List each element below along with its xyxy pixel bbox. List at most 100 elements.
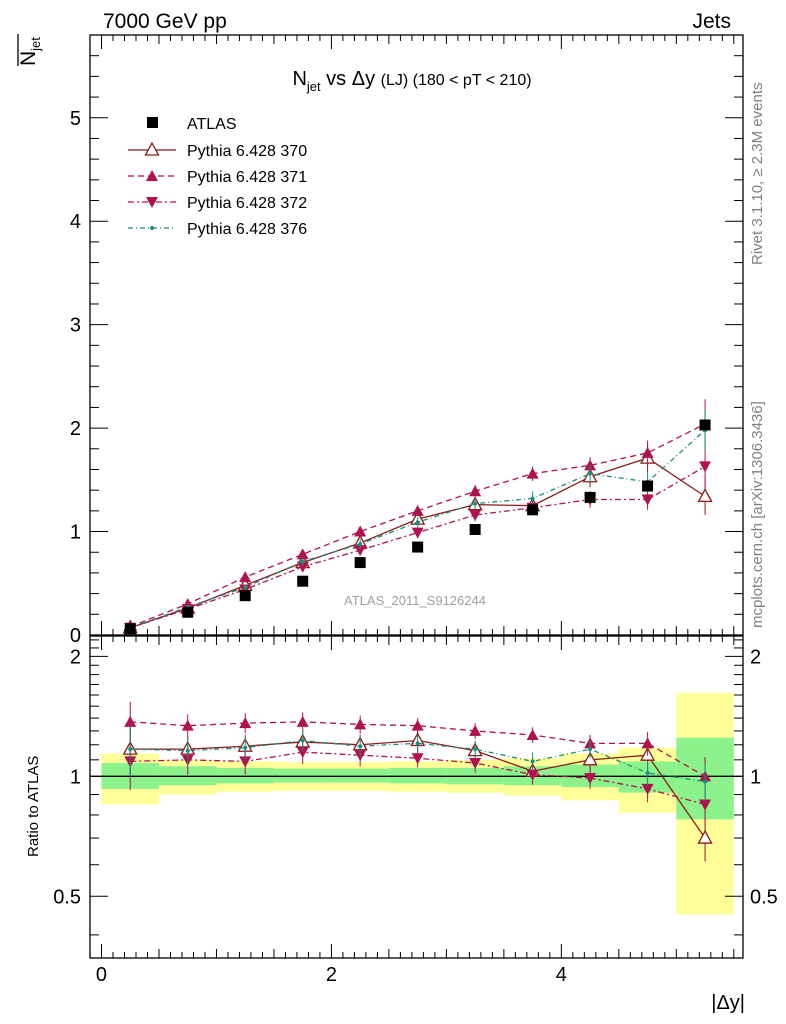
legend-marker-atlas [147, 117, 158, 128]
legend-item-370: Pythia 6.428 370 [128, 141, 307, 160]
series-point-ratio-2-8 [584, 773, 597, 785]
series-point-ratio-1-6 [469, 724, 482, 736]
ratio-tick-label-right-2: 2 [750, 646, 761, 668]
series-point-main-2-9 [641, 494, 654, 506]
series-point-main-1-9 [641, 446, 654, 458]
data-point-1 [182, 606, 194, 618]
ratio-band-green-2 [216, 767, 274, 784]
series-point-main-1-6 [469, 485, 482, 497]
y-axis-label-sub: jet [28, 37, 43, 52]
series-point-ratio-1-0 [124, 715, 137, 727]
data-point-2 [239, 590, 251, 602]
legend-marker-376 [150, 226, 154, 230]
series-point-main-2-10 [699, 461, 712, 473]
series-point-main-1-4 [354, 525, 367, 537]
legend-label-376: Pythia 6.428 376 [187, 221, 307, 238]
svg-text:Njet: Njet [17, 37, 43, 66]
watermark: ATLAS_2011_S9126244 [344, 593, 486, 608]
legend-label-atlas: ATLAS [187, 116, 237, 133]
series-point-main-1-7 [526, 467, 539, 479]
series-point-ratio-3-2 [243, 745, 248, 750]
ratio-tick-label-left-1: 1 [70, 766, 81, 788]
y-tick-label-4: 4 [70, 211, 81, 233]
x-axis-label: |Δy| [711, 992, 745, 1014]
series-point-ratio-0-8 [582, 751, 598, 766]
series-point-main-0-10 [697, 488, 713, 503]
series-point-main-3-5 [415, 520, 420, 525]
ratio-band-green-3 [273, 768, 332, 783]
x-tick-label-2: 4 [556, 964, 567, 986]
data-point-9 [642, 480, 654, 492]
series-point-ratio-2-2 [239, 756, 252, 768]
rivet-label: Rivet 3.1.10, ≥ 2.3M events [749, 83, 766, 266]
series-point-ratio-3-3 [300, 738, 305, 743]
legend-label-372: Pythia 6.428 372 [187, 195, 307, 212]
legend-marker-372 [146, 197, 158, 208]
x-tick-label-0: 0 [96, 964, 107, 986]
series-point-ratio-1-4 [354, 718, 367, 730]
data-point-7 [527, 504, 539, 516]
series-line-ratio-1 [130, 721, 706, 777]
series-point-ratio-2-3 [296, 747, 309, 759]
y-tick-label-0: 0 [70, 625, 81, 647]
series-line-main-3 [130, 429, 706, 629]
data-point-0 [124, 623, 136, 635]
y-axis-label: Njet [17, 34, 43, 66]
series-point-ratio-1-9 [641, 737, 654, 749]
series-point-main-3-7 [530, 496, 535, 501]
series-point-main-3-6 [473, 501, 478, 506]
main-frame [89, 34, 744, 636]
series-point-ratio-3-0 [128, 747, 133, 752]
ratio-tick-label-left-2: 2 [70, 646, 81, 668]
legend-label-371: Pythia 6.428 371 [187, 169, 307, 186]
series-point-ratio-2-9 [641, 783, 654, 795]
series-line-ratio-2 [130, 751, 706, 806]
series-point-main-2-4 [354, 545, 367, 557]
series-point-ratio-1-3 [296, 715, 309, 727]
series-point-ratio-2-6 [469, 758, 482, 770]
legend-label-370: Pythia 6.428 370 [187, 143, 307, 160]
legend-item-372: Pythia 6.428 372 [128, 195, 307, 212]
data-point-10 [699, 419, 711, 431]
series-point-ratio-2-5 [411, 753, 424, 765]
legend-item-atlas: ATLAS [147, 116, 237, 133]
series-point-ratio-1-7 [526, 728, 539, 740]
data-point-4 [354, 557, 366, 569]
series-point-main-1-8 [584, 459, 597, 471]
series-point-main-3-3 [300, 559, 305, 564]
series-point-main-2-3 [296, 561, 309, 573]
series-point-ratio-0-10 [697, 829, 713, 844]
series-point-ratio-1-1 [181, 719, 194, 731]
ratio-tick-label-left-0: 0.5 [53, 886, 81, 908]
series-point-ratio-1-2 [239, 717, 252, 729]
ratio-band-green-5 [388, 767, 447, 784]
series-point-main-3-4 [358, 541, 363, 546]
chart-title: Njet vs Δy (LJ) (180 < pT < 210) [292, 68, 531, 94]
y-tick-label-3: 3 [70, 315, 81, 337]
legend-marker-370 [144, 141, 160, 156]
series-line-main-2 [130, 465, 706, 629]
data-point-8 [584, 491, 596, 503]
y-tick-label-2: 2 [70, 418, 81, 440]
series-point-main-2-5 [411, 527, 424, 539]
series-point-main-1-3 [296, 548, 309, 560]
mcplots-label: mcplots.cern.ch [arXiv:1306.3436] [749, 401, 766, 628]
series-point-ratio-3-8 [588, 747, 593, 752]
y-tick-label-5: 5 [70, 108, 81, 130]
y-tick-label-1: 1 [70, 522, 81, 544]
ratio-y-axis-label: Ratio to ATLAS [25, 756, 42, 857]
series-point-ratio-3-5 [415, 741, 420, 746]
ratio-tick-label-right-0: 0.5 [750, 886, 778, 908]
series-point-ratio-3-6 [473, 747, 478, 752]
series-point-main-1-5 [411, 504, 424, 516]
y-axis-label-n: N [17, 51, 40, 66]
series-point-ratio-3-1 [185, 748, 190, 753]
data-point-6 [469, 523, 481, 535]
ratio-tick-label-right-1: 1 [750, 766, 761, 788]
ratio-frame [89, 635, 744, 959]
data-point-5 [412, 541, 424, 553]
series-point-ratio-3-10 [703, 779, 708, 784]
ratio-band-green-4 [331, 768, 389, 783]
legend-item-371: Pythia 6.428 371 [128, 169, 307, 186]
